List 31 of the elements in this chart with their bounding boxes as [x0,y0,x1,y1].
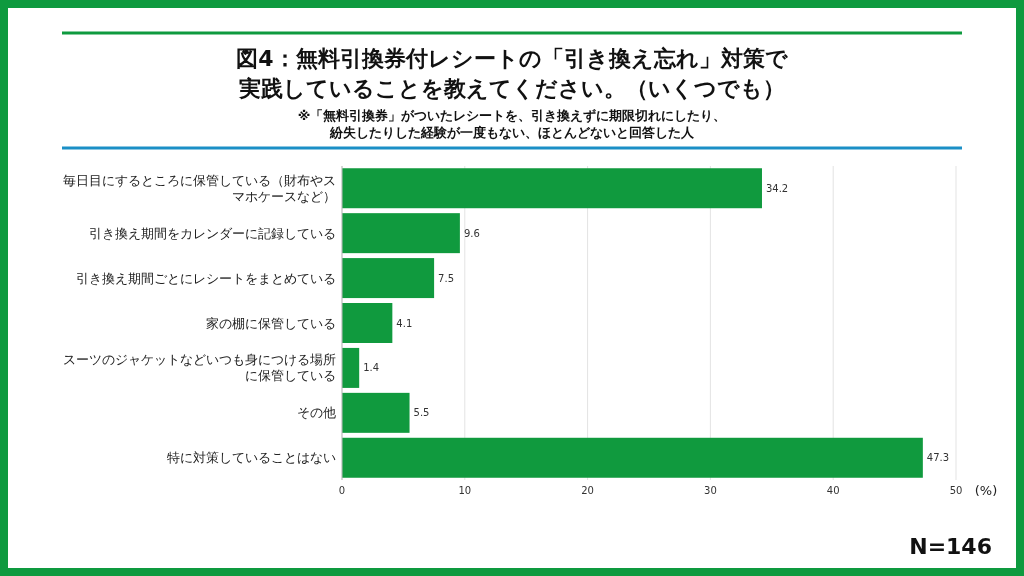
x-tick-label: 10 [458,485,472,496]
y-tick-label: スーツのジャケットなどいつも身につける場所に保管している [63,352,336,384]
x-tick-label: 20 [581,485,594,496]
bar [342,258,435,299]
data-label: 47.3 [926,452,950,464]
data-label: 34.2 [765,182,789,194]
data-label: 1.4 [363,362,380,374]
data-label: 7.5 [438,272,455,284]
bar [342,213,460,254]
bar [342,392,410,433]
chart-title: 図4：無料引換券付レシートの「引き換え忘れ」対策で実践していることを教えてください。（いくつでも） [236,46,788,101]
bar [342,437,923,478]
y-tick-label: 引き換え期間をカレンダーに記録している [89,225,336,241]
bar [342,303,393,343]
x-tick-label: 50 [949,485,963,496]
y-tick-label: 毎日目にするところに保管している（財布やスマホケースなど） [63,172,336,204]
data-label: 9.6 [463,227,480,239]
x-tick-label: 0 [338,485,346,496]
x-tick-label: 30 [704,485,717,496]
y-tick-label: 家の棚に保管している [206,315,336,331]
bar [342,168,762,209]
chart-subtitle: ※「無料引換券」がついたレシートを、引き換えずに期限切れにしたり、紛失したりした経験が一度もない、ほとんどないと回答した人 [297,108,727,140]
bar [342,347,360,388]
text: N=146 [909,534,992,559]
data-label: 5.5 [413,407,430,419]
y-tick-label: 引き換え期間ごとにレシートをまとめている [76,270,336,286]
y-tick-label: その他 [297,405,336,421]
x-tick-label: 40 [826,485,840,496]
x-axis-title: (%) [974,483,998,498]
y-tick-label: 特に対策していることはない [167,450,336,466]
data-label: 4.1 [396,317,413,329]
